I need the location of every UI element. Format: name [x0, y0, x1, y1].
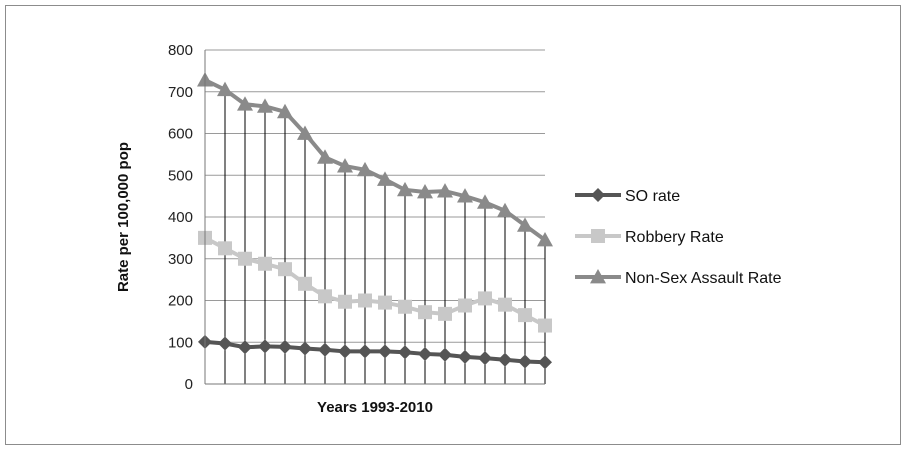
legend-marker: [590, 269, 606, 284]
series-robbery-rate: [198, 230, 552, 333]
y-tick-label: 700: [168, 84, 193, 101]
y-axis-title: Rate per 100,000 pop: [115, 142, 132, 292]
legend-item: Non-Sex Assault Rate: [575, 269, 782, 287]
y-tick-label: 300: [168, 251, 193, 268]
series-layer: [197, 72, 553, 370]
chart-frame: [5, 5, 901, 445]
data-point: [458, 298, 472, 313]
legend-marker: [591, 229, 605, 243]
y-tick-label: 100: [168, 334, 193, 351]
legend-label: Non-Sex Assault Rate: [625, 270, 782, 287]
data-point: [257, 98, 273, 113]
data-point: [398, 345, 412, 360]
data-point: [218, 336, 232, 351]
data-point: [318, 289, 332, 304]
legend-item: Robbery Rate: [575, 229, 724, 246]
data-point: [358, 344, 372, 359]
y-tick-label: 600: [168, 126, 193, 143]
data-point: [418, 305, 432, 320]
data-point: [338, 344, 352, 359]
series-line: [204, 236, 546, 328]
x-axis-title: Years 1993-2010: [317, 399, 433, 416]
data-point: [477, 194, 493, 209]
series-line: [204, 339, 546, 365]
data-point: [517, 217, 533, 232]
data-point: [437, 183, 453, 198]
y-tick-label: 200: [168, 293, 193, 310]
data-point: [518, 354, 532, 369]
data-point: [418, 346, 432, 361]
data-point: [258, 339, 272, 354]
data-point: [497, 202, 513, 218]
legend-label: SO rate: [625, 188, 680, 205]
y-tick-label: 0: [185, 376, 193, 393]
data-point: [458, 349, 472, 364]
data-point: [537, 231, 553, 247]
y-tick-label: 800: [168, 42, 193, 59]
data-point: [277, 103, 293, 119]
legend-item: SO rate: [575, 188, 680, 205]
data-point: [297, 125, 313, 140]
data-point: [278, 262, 292, 277]
data-point: [237, 96, 253, 111]
y-tick-label: 400: [168, 209, 193, 226]
data-point: [498, 297, 512, 312]
legend-label: Robbery Rate: [625, 229, 724, 246]
data-point: [538, 355, 552, 370]
data-point: [478, 291, 492, 306]
data-point: [278, 339, 292, 354]
data-point: [298, 276, 312, 291]
data-point: [518, 308, 532, 323]
data-point: [238, 251, 252, 266]
data-point: [218, 241, 232, 256]
data-point: [417, 183, 433, 199]
data-point: [438, 306, 452, 321]
data-point: [317, 149, 333, 164]
data-point: [398, 299, 412, 314]
data-point: [438, 347, 452, 362]
gridlines: [205, 49, 545, 343]
data-point: [397, 181, 413, 197]
data-point: [318, 342, 332, 357]
legend-marker: [591, 188, 605, 202]
y-axis-ticks: 0 100 200 300 400 500 600 700 800: [168, 42, 193, 393]
data-point: [378, 295, 392, 310]
series-non-sex-assault-rate: [197, 72, 553, 247]
data-point: [358, 293, 372, 308]
data-point: [378, 344, 392, 359]
series-so-rate: [198, 334, 552, 370]
data-point: [377, 171, 393, 186]
data-point: [258, 256, 272, 271]
data-point: [338, 294, 352, 309]
data-point: [238, 340, 252, 355]
data-point: [538, 318, 552, 333]
drop-lines: [204, 80, 546, 384]
y-tick-label: 500: [168, 167, 193, 184]
data-point: [217, 81, 233, 97]
data-point: [337, 158, 353, 173]
legend: SO rate Robbery Rate Non-Sex Assault Rate: [575, 188, 782, 287]
data-point: [478, 351, 492, 366]
series-line: [204, 78, 547, 242]
data-point: [298, 341, 312, 356]
data-point: [457, 188, 473, 203]
data-point: [498, 352, 512, 367]
data-point: [357, 161, 373, 177]
